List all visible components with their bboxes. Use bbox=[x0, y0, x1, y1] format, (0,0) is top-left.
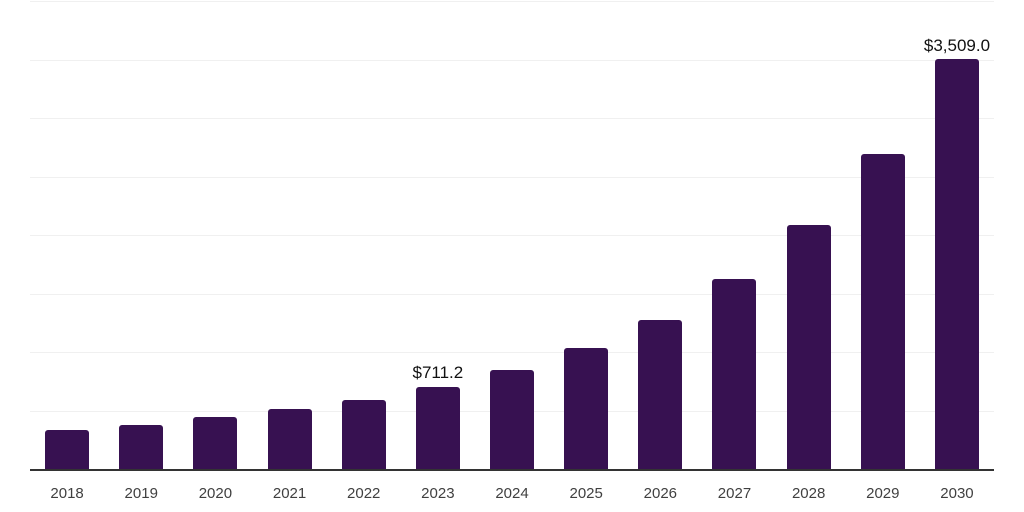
bar-slot-2030: $3,509.0 bbox=[920, 35, 994, 470]
x-axis-line bbox=[30, 469, 994, 471]
x-tick-label-2021: 2021 bbox=[272, 485, 307, 502]
gridline bbox=[30, 176, 994, 178]
data-label-2030: $3,509.0 bbox=[923, 35, 991, 55]
bar-2022 bbox=[341, 400, 386, 470]
bar-slot-2025 bbox=[549, 347, 623, 470]
bar-slot-2020 bbox=[178, 417, 252, 470]
bar-slot-2021 bbox=[252, 409, 326, 470]
bar-2025 bbox=[564, 347, 609, 470]
gridline bbox=[30, 1, 994, 2]
bar-2027 bbox=[712, 279, 757, 470]
x-tick-label-2029: 2029 bbox=[866, 485, 900, 502]
bar-2020 bbox=[193, 417, 238, 470]
x-axis-labels: 2018 2019 2020 2021 2022 2023 2024 2025 2026 2027… bbox=[30, 485, 994, 503]
x-tick-label-2020: 2020 bbox=[198, 485, 233, 502]
bars-row: $711.2 $3,509.0 bbox=[30, 2, 994, 470]
bar-slot-2024 bbox=[475, 369, 549, 470]
x-tick-label-2024: 2024 bbox=[495, 485, 529, 502]
x-tick-label-2022: 2022 bbox=[347, 485, 381, 502]
bar-2024 bbox=[490, 369, 535, 470]
gridline bbox=[30, 59, 994, 61]
x-tick-label-2023: 2023 bbox=[421, 485, 455, 502]
x-tick-label-2025: 2025 bbox=[569, 485, 603, 502]
bar-slot-2022 bbox=[327, 400, 401, 470]
bar-slot-2023: $711.2 bbox=[401, 363, 475, 470]
gridline bbox=[30, 293, 994, 295]
bar-slot-2018 bbox=[30, 430, 104, 470]
x-tick-label-2019: 2019 bbox=[124, 485, 158, 502]
bar-slot-2019 bbox=[104, 424, 178, 470]
data-label-2023: $711.2 bbox=[412, 363, 464, 383]
gridline bbox=[30, 118, 994, 119]
x-tick-label-2027: 2027 bbox=[717, 485, 752, 502]
plot-area: $711.2 $3,509.0 bbox=[30, 1, 994, 470]
bar-slot-2029 bbox=[846, 154, 920, 470]
x-tick-label-2026: 2026 bbox=[643, 485, 678, 502]
bar-2018 bbox=[45, 430, 90, 470]
bar-2023 bbox=[415, 386, 460, 470]
bar-2029 bbox=[860, 154, 905, 470]
bar-2021 bbox=[267, 409, 312, 470]
gridline bbox=[30, 352, 994, 353]
x-tick-label-2018: 2018 bbox=[50, 485, 84, 502]
bar-slot-2026 bbox=[623, 320, 697, 470]
x-tick-label-2028: 2028 bbox=[791, 485, 826, 502]
bar-slot-2028 bbox=[772, 225, 846, 470]
bar-2030 bbox=[934, 59, 979, 470]
bar-2019 bbox=[119, 424, 164, 470]
gridline bbox=[30, 235, 994, 236]
x-tick-label-2030: 2030 bbox=[940, 485, 974, 502]
bar-2028 bbox=[786, 225, 831, 470]
bar-slot-2027 bbox=[697, 279, 771, 470]
bar-2026 bbox=[638, 320, 683, 470]
